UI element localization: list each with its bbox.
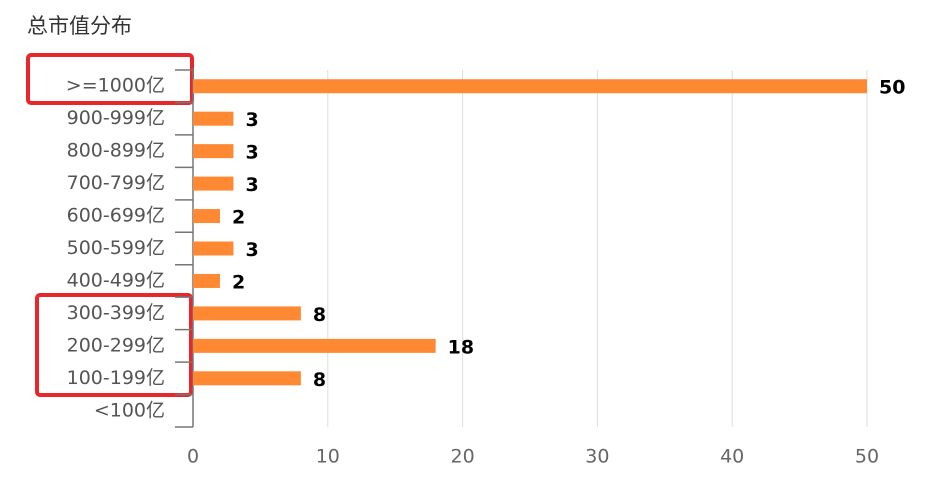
x-tick-label: 20	[451, 446, 475, 468]
bar	[193, 144, 234, 159]
y-tick-label: 500-599亿	[67, 237, 165, 259]
x-tick-label: 30	[585, 446, 609, 468]
y-tick-label: 600-699亿	[67, 205, 165, 227]
x-tick-label: 10	[316, 446, 340, 468]
y-tick-label: 200-299亿	[67, 334, 165, 356]
chart-title: 总市值分布	[27, 14, 132, 38]
y-tick-label: >=1000亿	[66, 75, 165, 97]
x-tick-label: 0	[187, 446, 199, 468]
y-tick-label: 700-799亿	[67, 172, 165, 194]
bar	[193, 79, 867, 94]
bar	[193, 371, 301, 386]
x-tick-label: 40	[720, 446, 744, 468]
value-label: 2	[232, 271, 245, 293]
value-label: 3	[245, 174, 258, 196]
value-label: 2	[232, 207, 245, 229]
bar	[193, 209, 220, 224]
value-label: 8	[313, 304, 326, 326]
bar	[193, 111, 234, 126]
bar	[193, 176, 234, 191]
highlight-box	[35, 293, 193, 397]
value-label: 8	[313, 369, 326, 391]
x-tick-label: 50	[855, 446, 879, 468]
bar	[193, 306, 301, 321]
highlight-box	[26, 53, 194, 105]
value-label: 18	[448, 336, 474, 358]
bar	[193, 273, 220, 288]
value-label: 3	[245, 109, 258, 131]
y-tick-label: 100-199亿	[67, 367, 165, 389]
y-tick-label: 800-899亿	[67, 140, 165, 162]
bar	[193, 241, 234, 256]
y-tick-label: 900-999亿	[67, 107, 165, 129]
y-tick-label: 400-499亿	[67, 269, 165, 291]
value-label: 3	[245, 239, 258, 261]
y-tick-label: 300-399亿	[67, 302, 165, 324]
bar	[193, 338, 436, 353]
y-tick-label: <100亿	[94, 399, 165, 421]
value-label: 50	[879, 77, 905, 99]
value-label: 3	[245, 142, 258, 164]
